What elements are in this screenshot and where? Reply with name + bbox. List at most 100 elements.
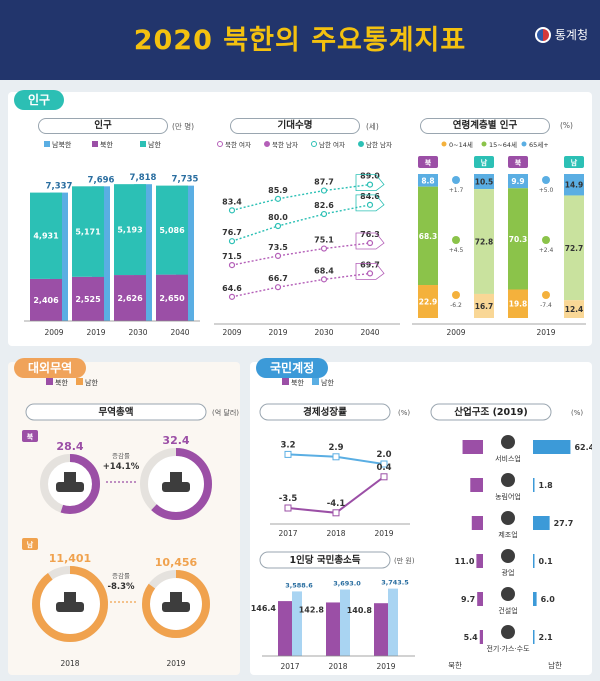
industry-bar-north (470, 478, 483, 492)
life-year-tick: 2019 (268, 328, 287, 337)
gni-year-tick: 2018 (328, 662, 347, 671)
life-point (228, 207, 236, 214)
age-segment (508, 174, 528, 189)
age-segment (418, 174, 438, 187)
trade-ring-fill (32, 566, 108, 642)
trade-year-tick: 2019 (166, 659, 185, 668)
population-south-label: 5,086 (159, 226, 185, 235)
trade-legend-swatch (76, 378, 83, 385)
age-legend-marker (441, 141, 447, 147)
industry-chart: 산업구조 (2019) (%) 34.1 62.4 서비스업 21.2 1.8 농림어업 18.… (430, 403, 592, 670)
growth-year-tick: 2017 (278, 529, 297, 538)
age-group-label: 남 (481, 158, 488, 167)
gni-year-tick: 2017 (280, 662, 299, 671)
trade-change-caption: 증감률 (112, 572, 130, 580)
age-gap-label: +5.0 (539, 187, 554, 194)
life-value-label: 71.5 (222, 252, 242, 261)
population-bar-north (72, 276, 104, 321)
life-point (274, 222, 282, 230)
growth-point (284, 504, 292, 512)
life-value-label: 82.6 (314, 201, 334, 210)
age-segment-label: 72.8 (475, 238, 494, 247)
industry-south-label: 2.1 (539, 633, 554, 642)
age-segment (418, 186, 438, 286)
life-year-tick: 2009 (222, 328, 241, 337)
life-value-label: 76.3 (360, 230, 380, 239)
life-year-tick: 2030 (314, 328, 333, 337)
age-segment (564, 195, 584, 301)
trade-value-label: 32.4 (162, 434, 189, 447)
life-point (320, 210, 328, 218)
trade-ring-fill (40, 454, 100, 514)
age-segment-label: 68.3 (419, 232, 438, 241)
trade-unit: (억 달러) (212, 408, 239, 417)
population-total-label: 7,696 (88, 175, 115, 185)
population-north-label: 2,650 (159, 294, 185, 303)
page-title: 2020 북한의 주요통계지표 (133, 25, 467, 56)
life-value-label: 68.4 (314, 266, 334, 275)
age-group-label: 북 (515, 158, 522, 167)
industry-bar-south (533, 592, 537, 606)
age-segment-label: 72.7 (565, 244, 584, 253)
industry-category-label: 광업 (502, 569, 515, 577)
trade-value-label: 11,401 (49, 552, 91, 565)
age-gap-label: -6.2 (450, 302, 462, 309)
trade-region-label: 북 (27, 432, 34, 441)
age-segment-label: 22.9 (419, 298, 438, 307)
growth-value-label: 2.0 (376, 450, 391, 460)
age-structure-unit: (%) (560, 121, 573, 130)
growth-chart-title: 경제성장률 (303, 406, 347, 418)
growth-point (332, 453, 340, 461)
life-series-line (231, 242, 371, 266)
growth-value-label: 0.4 (376, 463, 391, 473)
industry-icon (501, 625, 515, 639)
growth-value-label: -3.5 (279, 494, 298, 504)
age-segment-label: 16.7 (475, 302, 494, 311)
life-expectancy-chart: 북한 여자 북한 남자 남한 여자 남한 남자 83.4 85.9 87.7 89.0 76.7… (214, 140, 400, 337)
age-segment-label: 70.3 (509, 235, 528, 244)
industry-bar-south (533, 554, 535, 568)
life-series-line (231, 204, 371, 242)
population-legend-label: 북한 (100, 141, 113, 149)
life-value-label: 80.0 (268, 213, 288, 222)
life-point (274, 284, 282, 291)
population-bar-north (156, 274, 188, 321)
gni-unit: (만 원) (394, 556, 415, 565)
industry-icon (501, 587, 515, 601)
industry-icon (501, 435, 515, 449)
logo-label: 통계청 (554, 28, 588, 42)
ship-cabin-icon (170, 472, 182, 482)
growth-point (332, 509, 340, 517)
population-section-ribbon: 인구 (14, 90, 65, 110)
age-legend-marker (521, 141, 527, 147)
growth-value-label: 3.2 (280, 440, 295, 450)
ship-icon (56, 482, 84, 492)
trade-value-label: 10,456 (155, 556, 198, 569)
gni-north-label: 142.8 (299, 605, 325, 614)
age-group-label: 남 (571, 158, 578, 167)
population-total-label: 7,735 (172, 175, 199, 185)
life-arrow-frame (355, 194, 385, 212)
population-legend-swatch (92, 141, 98, 147)
trade-year-tick: 2018 (60, 659, 79, 668)
age-segment (564, 300, 584, 318)
growth-unit: (%) (398, 409, 410, 417)
age-segment (508, 188, 528, 290)
accounts-legend-swatch (282, 378, 289, 385)
age-group-tag (418, 156, 438, 168)
life-arrow-frame (355, 232, 385, 250)
life-legend-label: 남한 여자 (319, 140, 345, 149)
age-segment (474, 189, 494, 294)
industry-south-label: 62.4 (574, 443, 592, 452)
industry-icon (501, 549, 515, 563)
life-value-label: 85.9 (268, 186, 288, 195)
life-value-label: 75.1 (314, 236, 334, 245)
growth-title-box (259, 403, 391, 421)
life-point (274, 195, 282, 202)
population-year-tick: 2030 (128, 328, 147, 337)
population-north-label: 2,525 (75, 295, 101, 304)
life-value-label: 84.6 (360, 192, 380, 201)
life-value-label: 87.7 (314, 178, 334, 187)
life-legend-label: 남한 남자 (366, 140, 392, 149)
